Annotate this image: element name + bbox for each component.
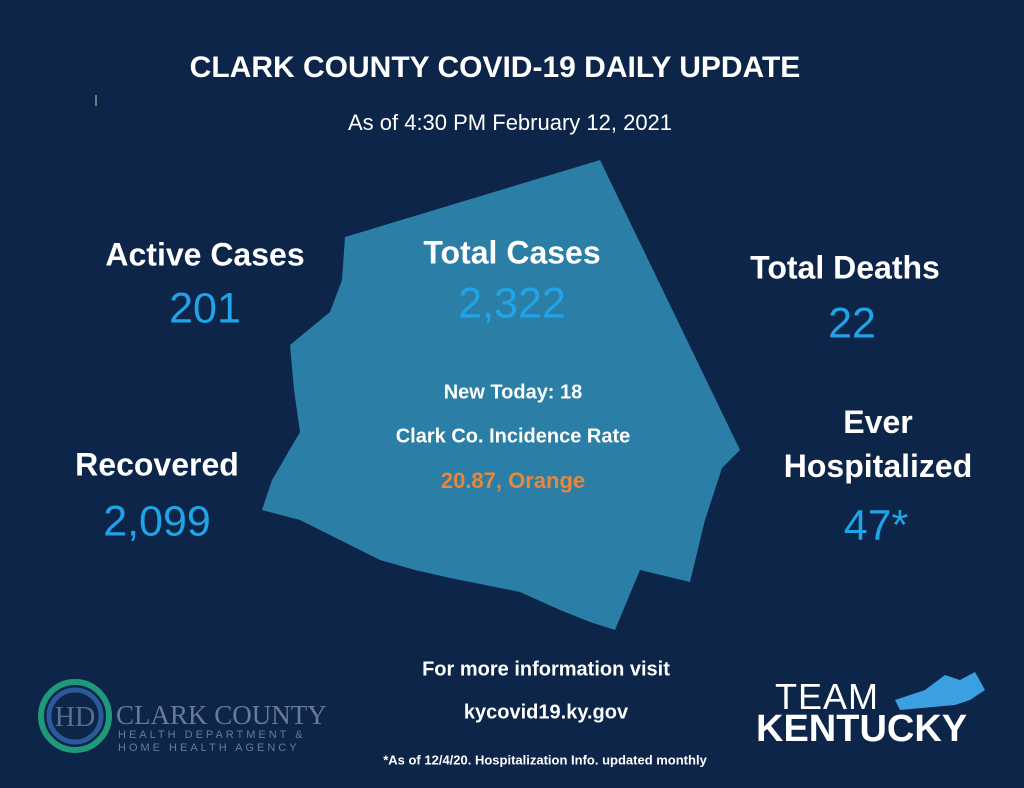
kentucky-shape [895, 672, 985, 710]
incidence-value: 20.87, Orange [440, 468, 586, 493]
svg-text:HD: HD [55, 702, 95, 733]
stat-value: 47* [843, 501, 909, 550]
stat-label: Ever Hospitalized [783, 404, 973, 484]
stat-value: 22 [828, 299, 876, 348]
new-today: New Today: 18 [443, 381, 583, 404]
footer-info: For more information visit [422, 658, 670, 681]
kentucky-label: KENTUCKY [756, 708, 968, 750]
incidence-label: Clark Co. Incidence Rate [395, 425, 631, 448]
subtitle: As of 4:30 PM February 12, 2021 [347, 110, 673, 135]
county-map [262, 160, 740, 630]
health-dept-emblem: HD [38, 679, 112, 753]
health-dept-name: CLARK COUNTY [116, 700, 327, 730]
team-label: TEAM [775, 676, 880, 717]
health-dept-line: HEALTH DEPARTMENT & [118, 729, 306, 741]
stat-label: Active Cases [105, 236, 305, 273]
footer-url: kycovid19.ky.gov [463, 701, 629, 724]
stat-label: Recovered [75, 446, 239, 483]
stat-value: 2,322 [458, 279, 566, 328]
stat-label: Total Cases [423, 234, 601, 271]
stat-label: Total Deaths [750, 249, 940, 286]
health-dept-line: HOME HEALTH AGENCY [118, 742, 300, 754]
stat-value: 201 [169, 284, 241, 333]
footnote: *As of 12/4/20. Hospitalization Info. up… [383, 752, 707, 768]
stat-value: 2,099 [103, 497, 211, 546]
title: CLARK COUNTY COVID-19 DAILY UPDATE [189, 51, 801, 84]
